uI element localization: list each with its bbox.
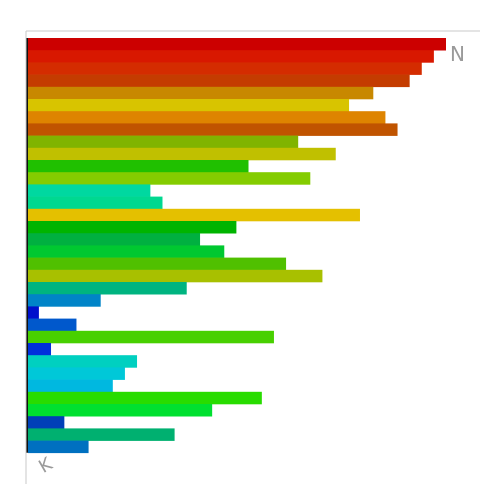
bar-10 xyxy=(28,147,336,161)
bar-23 xyxy=(28,306,39,319)
bar-29 xyxy=(28,379,113,393)
bar-22 xyxy=(28,294,101,307)
bar-15 xyxy=(28,208,360,222)
bar-9 xyxy=(28,135,299,149)
bar-1 xyxy=(28,38,446,51)
bar-12 xyxy=(28,172,311,185)
bar-4 xyxy=(28,74,410,88)
bar-7 xyxy=(28,111,386,124)
bar-26 xyxy=(28,343,52,356)
bar-21 xyxy=(28,282,187,295)
bar-25 xyxy=(28,330,274,344)
bar-5 xyxy=(28,86,374,100)
bar-24 xyxy=(28,318,77,332)
corner-label-top-right: N xyxy=(450,42,465,66)
bar-34 xyxy=(28,440,89,454)
bar-13 xyxy=(28,184,151,197)
bar-33 xyxy=(28,428,175,441)
bar-28 xyxy=(28,367,125,380)
bar-18 xyxy=(28,245,225,258)
bar-8 xyxy=(28,123,398,136)
bar-31 xyxy=(28,404,213,417)
bar-11 xyxy=(28,160,249,173)
bars-group xyxy=(28,38,446,454)
bar-17 xyxy=(28,233,201,246)
bar-6 xyxy=(28,99,350,112)
bar-19 xyxy=(28,257,287,271)
bar-14 xyxy=(28,196,163,210)
corner-label-bottom-left: K xyxy=(35,453,57,478)
bar-20 xyxy=(28,269,323,283)
bar-32 xyxy=(28,416,65,429)
bar-27 xyxy=(28,355,138,368)
bar-2 xyxy=(28,50,434,63)
bar-16 xyxy=(28,221,237,234)
bar-30 xyxy=(28,391,262,405)
bar-3 xyxy=(28,62,422,75)
